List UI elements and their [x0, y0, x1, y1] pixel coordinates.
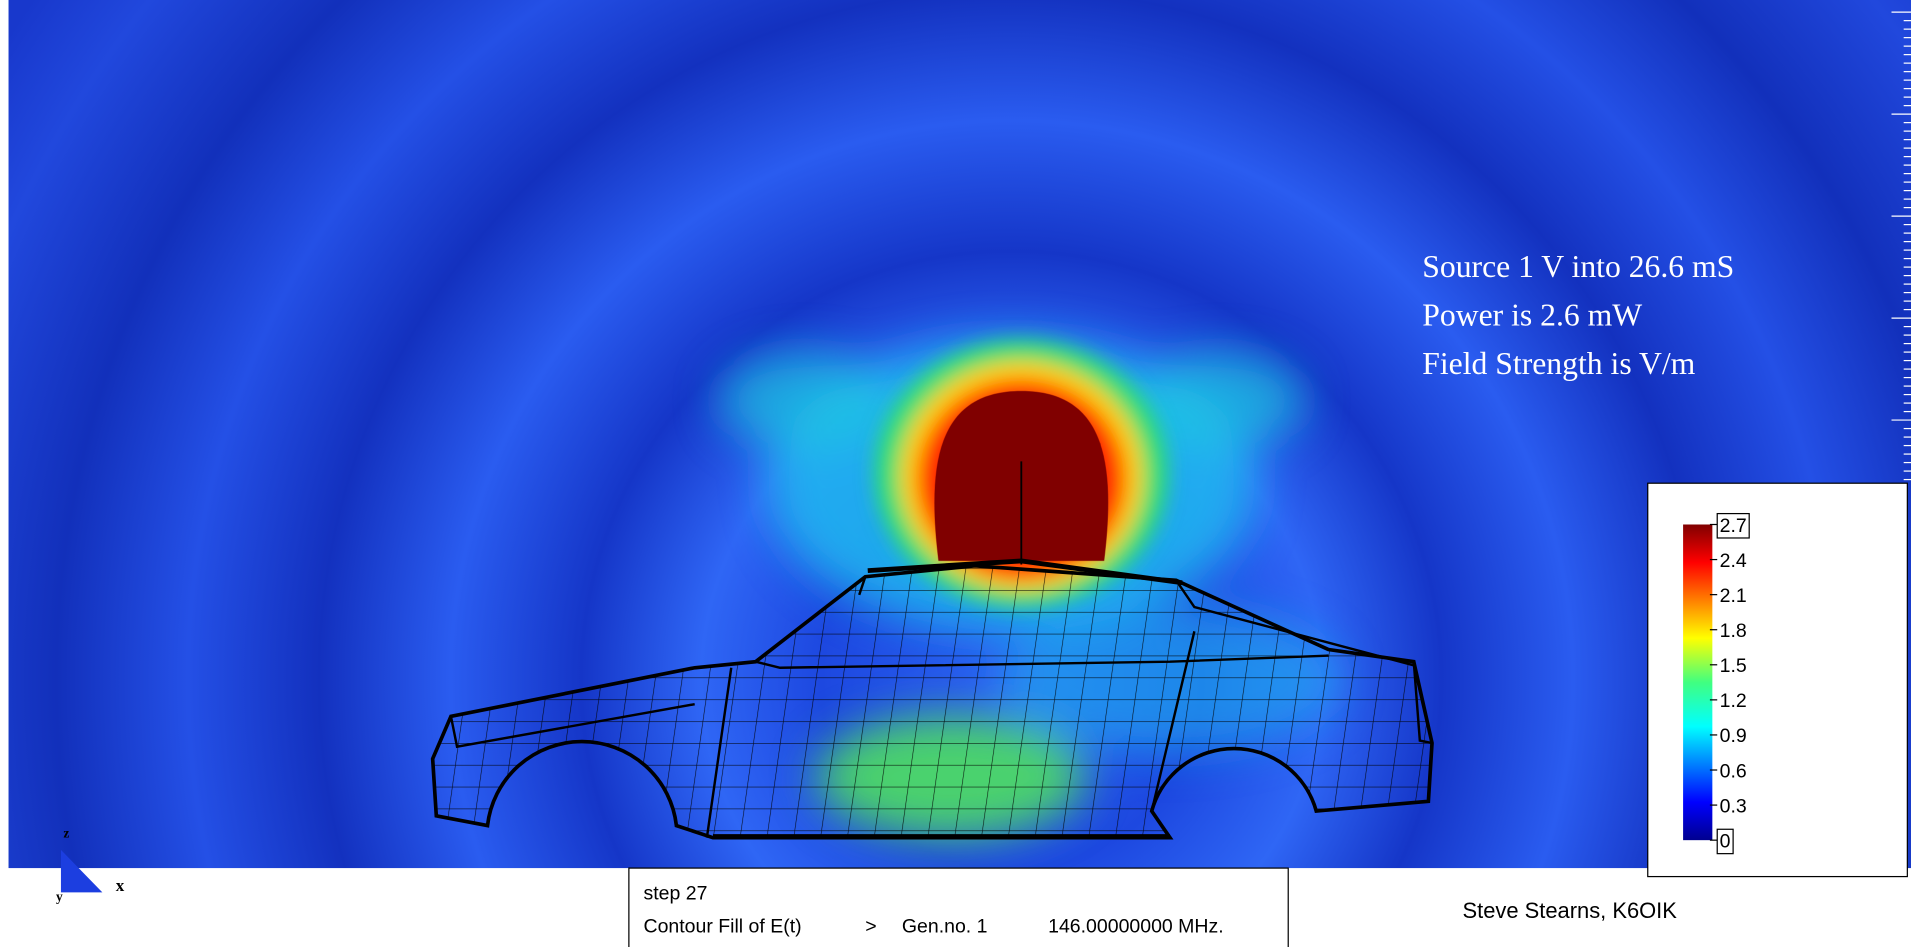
- annotation-line: Power is 2.6 mW: [1422, 297, 1642, 332]
- colorbar-label: 2.1: [1720, 585, 1747, 607]
- colorbar-label: 0.6: [1720, 760, 1747, 782]
- colorbar-label: 2.7: [1720, 515, 1747, 537]
- annotation-line: Field Strength is V/m: [1422, 346, 1695, 381]
- page: {"annotation": {"lines": ["Source 1 V in…: [0, 0, 1911, 947]
- colorbar-label: 0: [1720, 830, 1731, 852]
- colorbar-label: 0.9: [1720, 725, 1747, 747]
- colorbar-label: 1.2: [1720, 690, 1747, 712]
- author: Steve Stearns, K6OIK: [1463, 898, 1678, 923]
- axis-label: x: [116, 876, 125, 895]
- axis-label: y: [56, 889, 63, 904]
- colorbar-label: 1.5: [1720, 655, 1747, 677]
- field-view: Source 1 V into 26.6 mS Power is 2.6 mW …: [0, 0, 1911, 947]
- status-step: step 27: [643, 883, 707, 905]
- colorbar-label: 0.3: [1720, 795, 1747, 817]
- status-frequency: 146.00000000 MHz.: [1048, 915, 1224, 937]
- status-separator: >: [865, 915, 876, 937]
- status-plot: Contour Fill of E(t): [643, 915, 801, 937]
- colorbar-label: 2.4: [1720, 550, 1747, 572]
- status-generator: Gen.no. 1: [902, 915, 988, 937]
- colorbar-label: 1.8: [1720, 620, 1747, 642]
- axis-label: z: [63, 826, 69, 841]
- annotation-line: Source 1 V into 26.6 mS: [1422, 249, 1734, 284]
- colorbar: [1683, 524, 1712, 840]
